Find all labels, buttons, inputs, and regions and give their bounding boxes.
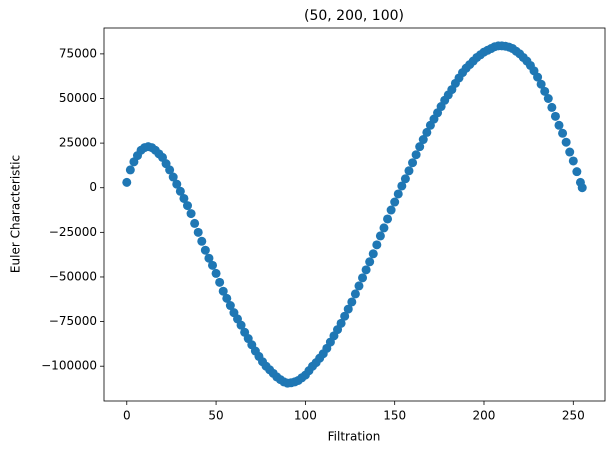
scatter-point	[404, 166, 414, 176]
scatter-point	[340, 311, 350, 321]
scatter-point	[225, 301, 235, 311]
scatter-point	[422, 127, 432, 137]
scatter-point	[350, 289, 360, 299]
scatter-point	[179, 193, 189, 203]
scatter-point	[418, 135, 428, 145]
scatter-point	[533, 72, 543, 82]
scatter-point	[218, 286, 228, 296]
y-tick-label: 0	[89, 180, 97, 194]
y-tick-label: −50000	[49, 269, 97, 283]
scatter-point	[415, 142, 425, 152]
y-tick-label: −100000	[41, 359, 97, 373]
scatter-point	[375, 231, 385, 241]
scatter-point	[165, 165, 175, 175]
scatter-point	[343, 304, 353, 314]
scatter-point	[172, 179, 182, 189]
scatter-point	[122, 177, 132, 187]
y-tick-label: −25000	[49, 225, 97, 239]
scatter-point	[554, 120, 564, 130]
scatter-point	[236, 320, 246, 330]
scatter-point	[222, 293, 232, 303]
scatter-point	[411, 150, 421, 160]
x-axis-label: Filtration	[328, 430, 381, 444]
scatter-point	[558, 128, 568, 138]
chart-title: (50, 200, 100)	[304, 8, 404, 24]
scatter-point	[572, 167, 582, 177]
scatter-point	[379, 223, 389, 233]
scatter-point	[190, 218, 200, 228]
scatter-point	[397, 181, 407, 191]
y-tick-label: 75000	[59, 46, 97, 60]
scatter-point	[175, 186, 185, 196]
scatter-point	[204, 253, 214, 263]
scatter-point	[200, 245, 210, 255]
y-tick-label: 25000	[59, 136, 97, 150]
x-tick-label: 150	[383, 409, 406, 423]
scatter-point	[372, 240, 382, 250]
scatter-point	[193, 227, 203, 237]
scatter-point	[168, 172, 178, 182]
scatter-point	[208, 260, 218, 270]
y-tick-label: −75000	[49, 314, 97, 328]
scatter-point	[568, 156, 578, 166]
y-axis-label: Euler Characteristic	[9, 155, 23, 273]
scatter-point	[186, 209, 196, 219]
scatter-point	[550, 111, 560, 121]
scatter-point	[183, 201, 192, 211]
scatter-point	[215, 277, 225, 287]
scatter-point	[125, 165, 135, 175]
scatter-point	[211, 268, 221, 278]
scatter-point	[390, 197, 400, 207]
scatter-point	[354, 281, 364, 291]
scatter-point	[336, 318, 346, 328]
scatter-point	[197, 236, 207, 246]
y-tick-label: 50000	[59, 91, 97, 105]
scatter-point	[393, 189, 403, 199]
scatter-point	[543, 93, 553, 103]
plot-frame	[103, 27, 606, 402]
x-tick-label: 0	[123, 409, 131, 423]
scatter-point	[365, 257, 375, 267]
scatter-point	[347, 297, 357, 307]
scatter-point	[358, 273, 368, 283]
scatter-point	[536, 79, 546, 89]
scatter-point	[565, 147, 575, 157]
scatter-point	[408, 158, 418, 168]
scatter-point	[383, 214, 393, 224]
scatter-point	[577, 183, 587, 193]
scatter-point	[540, 86, 550, 96]
x-tick-label: 50	[208, 409, 223, 423]
scatter-point	[400, 174, 410, 184]
scatter-point	[361, 265, 371, 275]
x-tick-label: 100	[294, 409, 317, 423]
x-tick-label: 200	[473, 409, 496, 423]
scatter-point	[561, 137, 571, 147]
scatter-point	[368, 249, 378, 259]
x-tick-label: 250	[562, 409, 585, 423]
scatter-point	[386, 205, 396, 215]
scatter-point	[547, 102, 557, 112]
